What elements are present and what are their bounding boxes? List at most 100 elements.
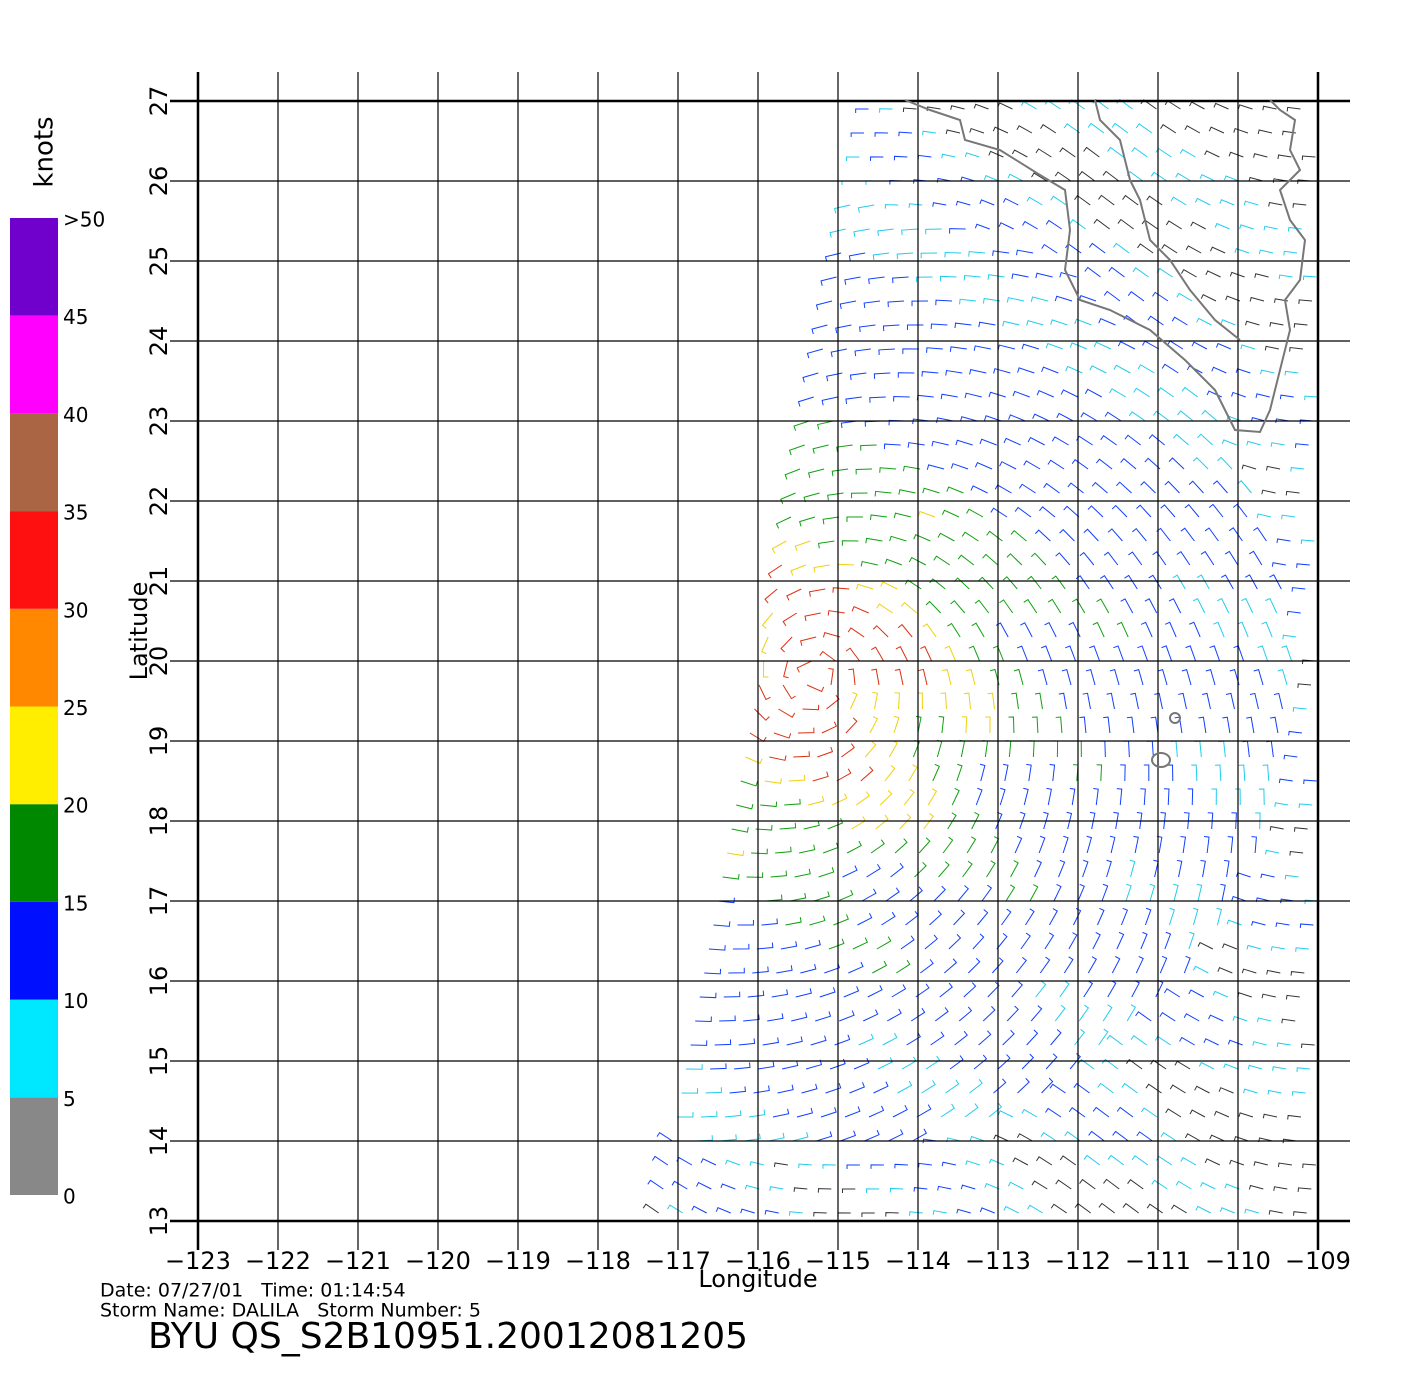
- wind-barb: [1132, 527, 1147, 542]
- wind-barb: [863, 300, 881, 309]
- wind-barb: [965, 1160, 980, 1166]
- wind-barb: [966, 668, 976, 686]
- wind-barb: [794, 868, 811, 878]
- colorbar-tick-label: 10: [63, 989, 88, 1013]
- wind-barb: [936, 739, 943, 758]
- wind-barb: [1124, 574, 1138, 590]
- wind-barb: [922, 130, 936, 136]
- wind-barb: [696, 1181, 712, 1190]
- wind-barb: [1268, 201, 1283, 207]
- wind-barb: [918, 668, 928, 686]
- wind-barb: [1181, 386, 1199, 398]
- wind-barb: [890, 862, 904, 878]
- wind-barb: [926, 464, 945, 470]
- wind-barb: [1045, 1107, 1062, 1118]
- wind-barb: [725, 1159, 741, 1166]
- wind-barb: [856, 583, 874, 590]
- wind-barb: [1212, 990, 1228, 998]
- wind-barb: [1175, 1180, 1192, 1190]
- wind-barb: [1041, 366, 1059, 374]
- wind-barb: [806, 348, 824, 359]
- wind-barb: [855, 108, 869, 113]
- wind-barb: [1237, 992, 1252, 998]
- wind-barb: [736, 803, 754, 810]
- wind-barb: [1087, 956, 1098, 974]
- wind-barb: [1209, 1134, 1225, 1142]
- wind-barb: [884, 558, 903, 566]
- wind-barb: [1096, 764, 1103, 782]
- y-tick-label: 21: [145, 566, 173, 597]
- wind-barb: [894, 1163, 908, 1169]
- wind-barb: [1079, 716, 1087, 734]
- wind-barb: [1083, 146, 1100, 158]
- wind-barb: [1016, 125, 1033, 134]
- wind-barb: [951, 787, 960, 806]
- wind-barb: [1060, 389, 1078, 398]
- wind-barb: [1073, 764, 1079, 782]
- wind-barb: [776, 965, 793, 974]
- wind-barb: [1092, 932, 1101, 950]
- wind-barb: [1247, 1064, 1263, 1070]
- wind-barb: [1233, 127, 1249, 134]
- wind-barb: [772, 1108, 790, 1118]
- wind-barb: [922, 487, 940, 494]
- wind-barb: [799, 844, 816, 854]
- wind-barb: [979, 763, 986, 782]
- wind-barb: [819, 987, 836, 998]
- wind-barb: [1168, 907, 1175, 926]
- wind-barb: [1189, 621, 1201, 638]
- wind-barb: [959, 298, 977, 305]
- wind-barb: [1238, 1112, 1254, 1118]
- x-tick-label: −116: [725, 1247, 791, 1275]
- wind-barb: [1235, 788, 1241, 806]
- wind-barb: [1192, 965, 1209, 974]
- wind-barb: [1274, 802, 1289, 807]
- wind-barb: [1206, 390, 1222, 398]
- wind-barb: [971, 812, 980, 830]
- wind-barb: [984, 1183, 1000, 1190]
- wind-barb: [1133, 387, 1151, 398]
- wind-barb: [767, 564, 783, 579]
- wind-barb: [1152, 551, 1167, 566]
- wind-barb: [1286, 106, 1301, 112]
- wind-barb: [1260, 369, 1275, 375]
- wind-barb: [990, 507, 1008, 518]
- wind-barb: [690, 1040, 708, 1046]
- wind-barb: [1147, 740, 1154, 758]
- wind-barb: [845, 396, 862, 405]
- wind-barb: [846, 156, 860, 161]
- wind-barb: [1098, 1202, 1116, 1214]
- wind-barb: [848, 252, 866, 261]
- wind-barb: [1137, 243, 1154, 254]
- wind-barb: [998, 222, 1014, 230]
- wind-barb: [755, 825, 773, 831]
- wind-barb: [1007, 173, 1024, 182]
- wind-barb: [1040, 1131, 1057, 1142]
- wind-barb: [1199, 173, 1216, 182]
- wind-barb: [1274, 298, 1289, 303]
- wind-barb: [925, 1055, 941, 1070]
- wind-barb: [1026, 763, 1032, 782]
- wind-barb: [1214, 764, 1222, 782]
- wind-barb: [1302, 275, 1317, 281]
- wind-barb: [840, 1130, 857, 1142]
- wind-barb: [796, 1107, 814, 1118]
- wind-barb: [1131, 980, 1140, 998]
- wind-barb: [1023, 598, 1038, 614]
- wind-barb: [1006, 1005, 1019, 1022]
- y-axis-title: Latitude: [125, 582, 153, 681]
- wind-barb: [1099, 574, 1114, 590]
- wind-barb: [1258, 788, 1265, 806]
- wind-barb: [1303, 779, 1317, 785]
- wind-barb: [792, 1132, 809, 1142]
- wind-barb: [1051, 436, 1069, 446]
- wind-barb: [1276, 538, 1291, 544]
- wind-barb: [1249, 550, 1263, 566]
- wind-barb: [993, 1078, 1007, 1094]
- wind-barb: [847, 627, 865, 638]
- wind-barb: [855, 791, 870, 806]
- wind-barb: [1062, 835, 1069, 854]
- wind-barb: [964, 392, 982, 399]
- wind-barb: [1262, 1113, 1278, 1119]
- wind-barb: [884, 764, 896, 782]
